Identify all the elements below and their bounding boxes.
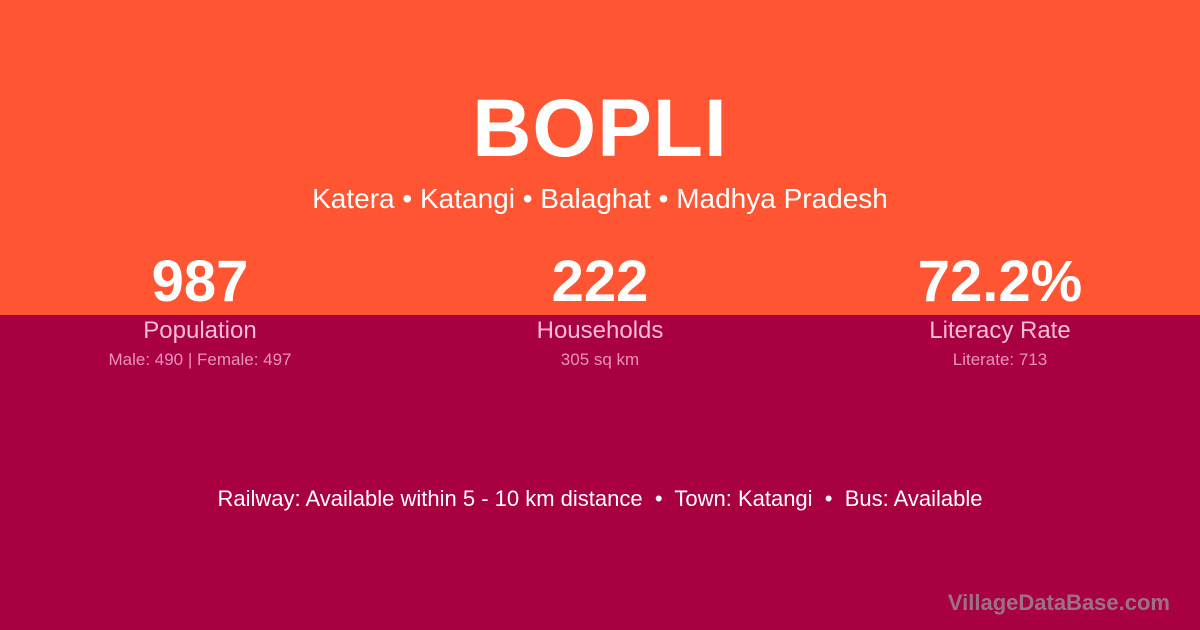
- stat-households: 222 Households 305 sq km: [400, 250, 800, 370]
- transport-info: Railway: Available within 5 - 10 km dist…: [217, 486, 983, 511]
- stat-sub: Male: 490 | Female: 497: [108, 350, 292, 369]
- stat-label: Households: [536, 317, 664, 344]
- stat-label: Population: [143, 317, 257, 344]
- stat-literacy: 72.2% Literacy Rate Literate: 713: [800, 250, 1200, 370]
- stat-population: 987 Population Male: 490 | Female: 497: [0, 250, 400, 370]
- stat-value: 987: [151, 249, 249, 314]
- stat-label: Literacy Rate: [929, 317, 1071, 344]
- stat-value: 72.2%: [917, 249, 1083, 314]
- location-breadcrumb: Katera • Katangi • Balaghat • Madhya Pra…: [312, 183, 888, 214]
- village-title: BOPLI: [472, 83, 728, 174]
- stat-sub: Literate: 713: [952, 350, 1048, 369]
- stat-value: 222: [551, 249, 649, 314]
- header-band: [0, 0, 1200, 315]
- stat-sub: 305 sq km: [560, 350, 640, 369]
- watermark-logo: VillageDataBase.com: [947, 590, 1170, 615]
